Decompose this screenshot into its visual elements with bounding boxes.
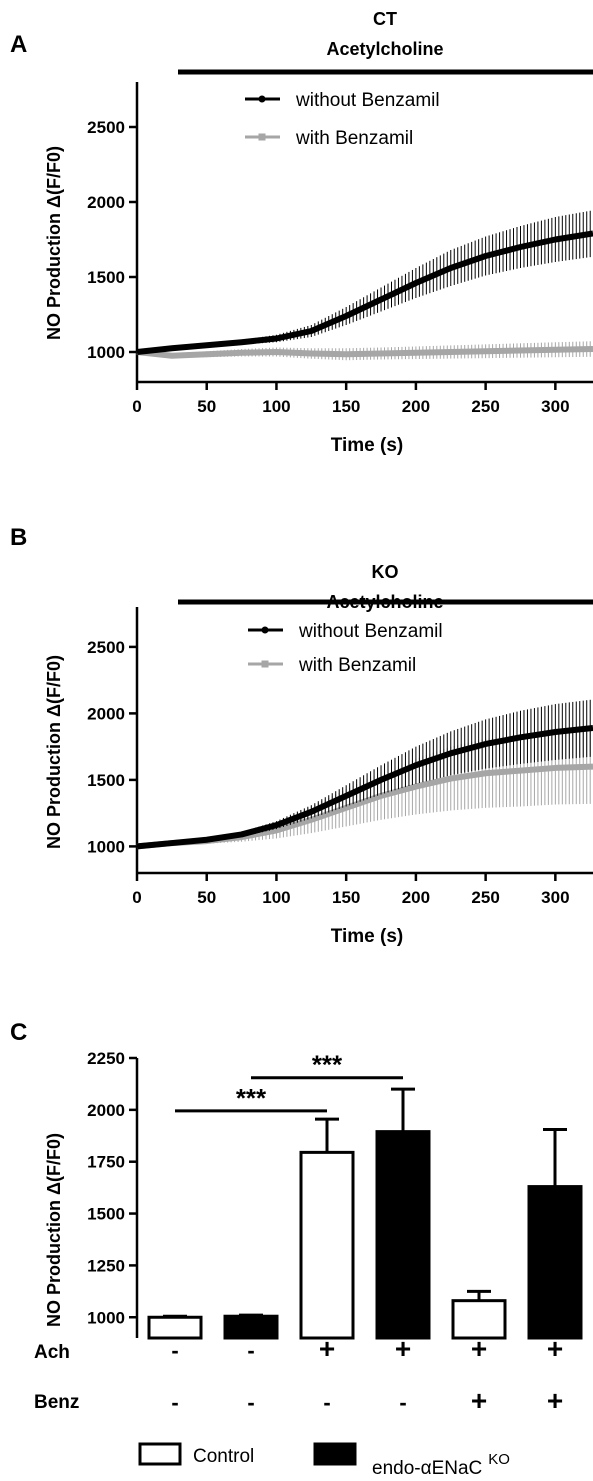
panel-b-plot: 1000 1500 2000 2500 0 50 100 150 200 250 300 [87,607,593,907]
panel-a-xtick-label: 100 [262,397,290,416]
panel-label-b: B [10,524,27,551]
panel-b-line-with-benzamil [136,763,593,850]
panel-a-line-without-benzamil [136,230,593,355]
panel-a-xtick-label: 50 [197,397,216,416]
panel-c-plot: 1000 1250 1500 1750 2000 2250 - - - - + - + - + + + + *** *… [87,1049,583,1416]
legend-label-without-benzamil: without Benzamil [298,621,443,642]
legend-label-ko-sup: KO [488,1451,510,1468]
panel-a-ytick-label: 1000 [87,343,125,362]
panel-c: C NO Production Δ(F/F0) 1000 1250 1500 1750… [10,1019,583,1479]
legend-label-ko: endo-αENaC KO [372,1451,510,1479]
panel-a-xtick-label: 250 [471,397,499,416]
benz-sign: - [323,1390,330,1415]
panel-label-a: A [10,31,27,58]
panel-c-ytick-label: 1500 [87,1205,125,1224]
legend-label-ko-main: endo-αENaC [372,1458,482,1479]
panel-b-legend: without Benzamil with Benzamil [248,621,443,676]
bar-endo-aenac-ko [375,1130,431,1340]
legend-swatch-control [138,1442,182,1466]
panel-b-ylabel: NO Production Δ(F/F0) [44,655,64,849]
panel-a-xtick-label: 200 [402,397,430,416]
panel-b-xtick-label: 100 [262,888,290,907]
panel-b-ytick-label: 2500 [87,638,125,657]
panel-a-plot: 1000 1500 2000 2500 0 50 100 150 200 250 300 [87,82,593,416]
panel-label-c: C [10,1019,27,1046]
panel-a: A CT Acetylcholine NO Production Δ(F/F0)… [10,9,593,456]
panel-a-xtick-label: 300 [541,397,569,416]
panel-b-xtick-label: 200 [402,888,430,907]
panel-a-ytick-label: 2000 [87,193,125,212]
panel-a-subtitle: Acetylcholine [326,39,443,59]
legend-marker-with-benzamil [258,133,266,141]
panel-c-ytick-label: 1250 [87,1256,125,1275]
ach-sign: + [471,1333,487,1364]
panel-c-ytick-label: 1000 [87,1308,125,1327]
benz-sign: + [547,1385,563,1416]
legend-swatch-ko [313,1442,357,1466]
bar-control [299,1150,355,1340]
panel-b-title: KO [372,562,399,582]
panel-c-ytick-label: 2000 [87,1101,125,1120]
panel-b-line-without-benzamil [136,725,593,850]
panel-c-ylabel: NO Production Δ(F/F0) [44,1133,64,1327]
benz-sign: - [247,1390,254,1415]
panel-b-xtick-label: 150 [332,888,360,907]
benz-sign: - [171,1390,178,1415]
ach-sign: - [171,1338,178,1363]
panel-a-ytick-label: 1500 [87,268,125,287]
panel-c-ytick-label: 1750 [87,1153,125,1172]
benz-sign: - [399,1390,406,1415]
ach-sign: - [247,1338,254,1363]
panel-b-xtick-label: 250 [471,888,499,907]
panel-a-line-with-benzamil [136,346,593,359]
panel-b-ytick-label: 2000 [87,704,125,723]
panel-b-xtick-label: 50 [197,888,216,907]
ach-sign: + [395,1333,411,1364]
legend-label-with-benzamil: with Benzamil [295,128,413,149]
bar-endo-aenac-ko [223,1314,279,1340]
panel-a-legend: without Benzamil with Benzamil [245,90,440,149]
panel-b-ytick-label: 1500 [87,771,125,790]
legend-marker-without-benzamil [261,626,269,634]
panel-b: B KO Acetylcholine NO Production Δ(F/F0)… [10,524,593,947]
panel-a-title: CT [373,9,397,29]
panel-a-xtick-label: 150 [332,397,360,416]
legend-marker-without-benzamil [258,95,266,103]
significance-label: *** [236,1083,267,1113]
legend-marker-with-benzamil [261,660,269,668]
panel-a-xtick-label: 0 [132,397,141,416]
ach-sign: + [547,1333,563,1364]
bar-endo-aenac-ko [527,1185,583,1340]
bar-control [451,1299,507,1340]
row-label-benz: Benz [34,1392,79,1413]
panel-b-xtick-label: 300 [541,888,569,907]
panel-c-ytick-label: 2250 [87,1049,125,1068]
panel-a-ytick-label: 2500 [87,118,125,137]
panel-c-legend: Control endo-αENaC KO [138,1442,510,1479]
benz-sign: + [471,1385,487,1416]
panel-b-xtick-label: 0 [132,888,141,907]
bar-control [147,1315,203,1340]
legend-label-with-benzamil: with Benzamil [298,655,416,676]
legend-label-without-benzamil: without Benzamil [295,90,440,111]
panel-a-xlabel: Time (s) [331,435,404,456]
significance-label: *** [312,1050,343,1080]
panel-b-xlabel: Time (s) [331,926,404,947]
legend-label-control: Control [193,1446,254,1467]
ach-sign: + [319,1333,335,1364]
panel-b-ytick-label: 1000 [87,837,125,856]
panel-a-ylabel: NO Production Δ(F/F0) [44,146,64,340]
row-label-ach: Ach [34,1342,70,1363]
